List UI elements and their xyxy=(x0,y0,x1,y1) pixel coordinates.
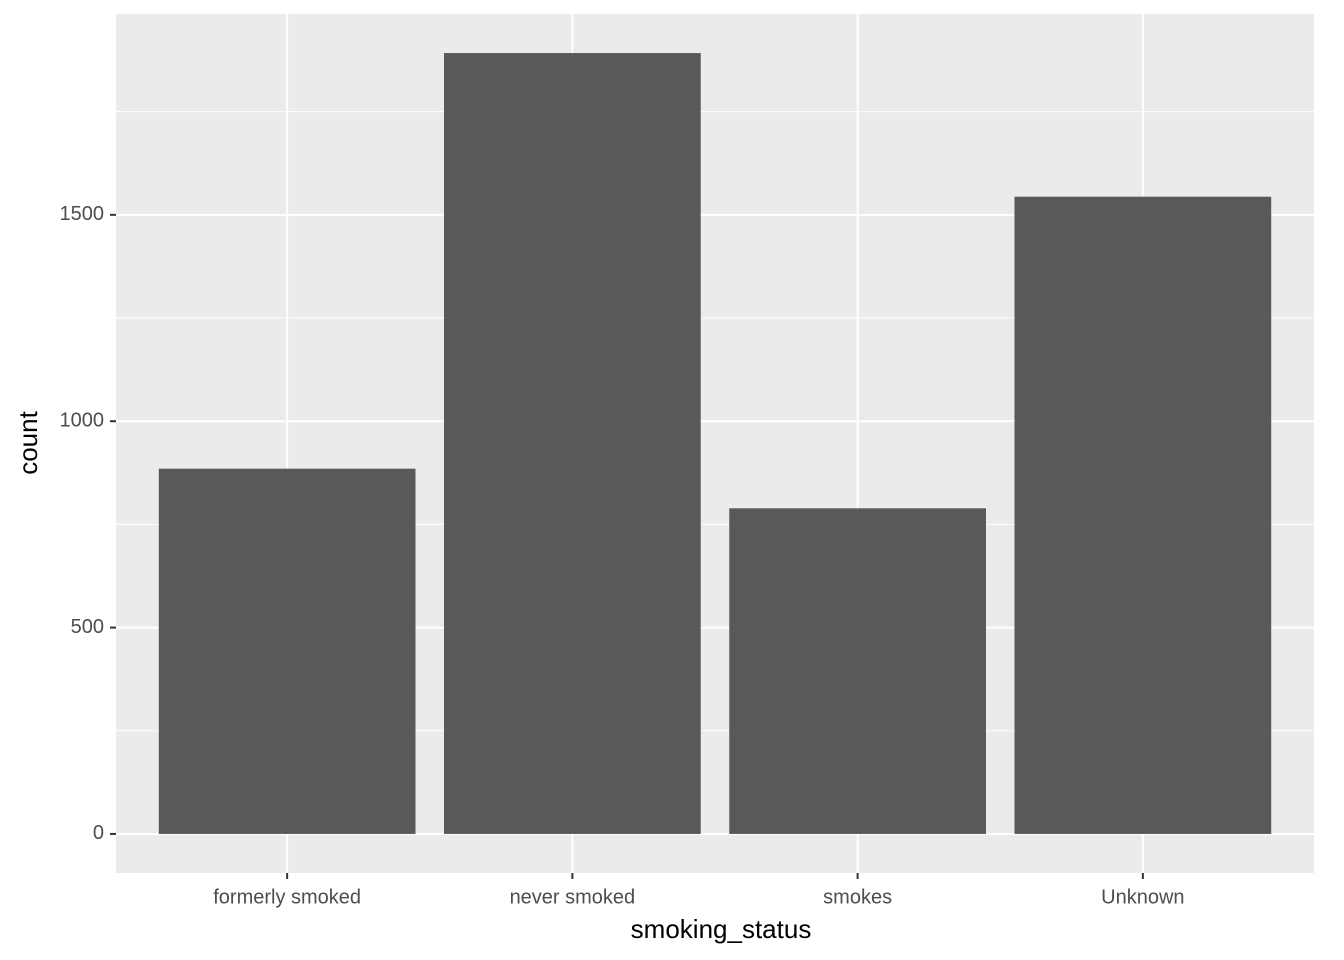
y-tick-label: 0 xyxy=(93,822,104,844)
bar xyxy=(444,53,701,834)
x-axis-title: smoking_status xyxy=(631,914,812,944)
y-tick-label: 1500 xyxy=(60,203,105,225)
bar xyxy=(158,468,416,834)
x-tick-label: Unknown xyxy=(1101,886,1184,908)
x-tick-label: smokes xyxy=(823,886,892,908)
y-tick-label: 1000 xyxy=(60,409,105,431)
x-tick-label: formerly smoked xyxy=(213,886,361,908)
y-tick-label: 500 xyxy=(71,616,104,638)
bars xyxy=(158,53,1272,834)
bar xyxy=(729,508,986,834)
bar xyxy=(1014,196,1272,834)
y-axis-title: count xyxy=(13,410,43,474)
x-tick-label: never smoked xyxy=(510,886,636,908)
